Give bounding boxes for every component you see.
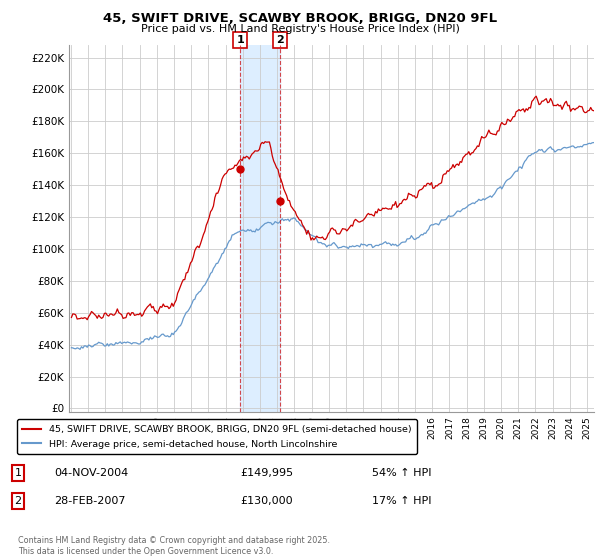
- Legend: 45, SWIFT DRIVE, SCAWBY BROOK, BRIGG, DN20 9FL (semi-detached house), HPI: Avera: 45, SWIFT DRIVE, SCAWBY BROOK, BRIGG, DN…: [17, 419, 417, 454]
- Text: 04-NOV-2004: 04-NOV-2004: [54, 468, 128, 478]
- Text: 1: 1: [14, 468, 22, 478]
- Text: Price paid vs. HM Land Registry's House Price Index (HPI): Price paid vs. HM Land Registry's House …: [140, 24, 460, 34]
- Text: 2: 2: [276, 35, 284, 45]
- Text: 1: 1: [236, 35, 244, 45]
- Text: £149,995: £149,995: [240, 468, 293, 478]
- Text: 45, SWIFT DRIVE, SCAWBY BROOK, BRIGG, DN20 9FL: 45, SWIFT DRIVE, SCAWBY BROOK, BRIGG, DN…: [103, 12, 497, 25]
- Text: £130,000: £130,000: [240, 496, 293, 506]
- Text: 28-FEB-2007: 28-FEB-2007: [54, 496, 125, 506]
- Text: 2: 2: [14, 496, 22, 506]
- Bar: [240, 45, 280, 412]
- Text: 54% ↑ HPI: 54% ↑ HPI: [372, 468, 431, 478]
- Text: 17% ↑ HPI: 17% ↑ HPI: [372, 496, 431, 506]
- Text: Contains HM Land Registry data © Crown copyright and database right 2025.
This d: Contains HM Land Registry data © Crown c…: [18, 536, 330, 556]
